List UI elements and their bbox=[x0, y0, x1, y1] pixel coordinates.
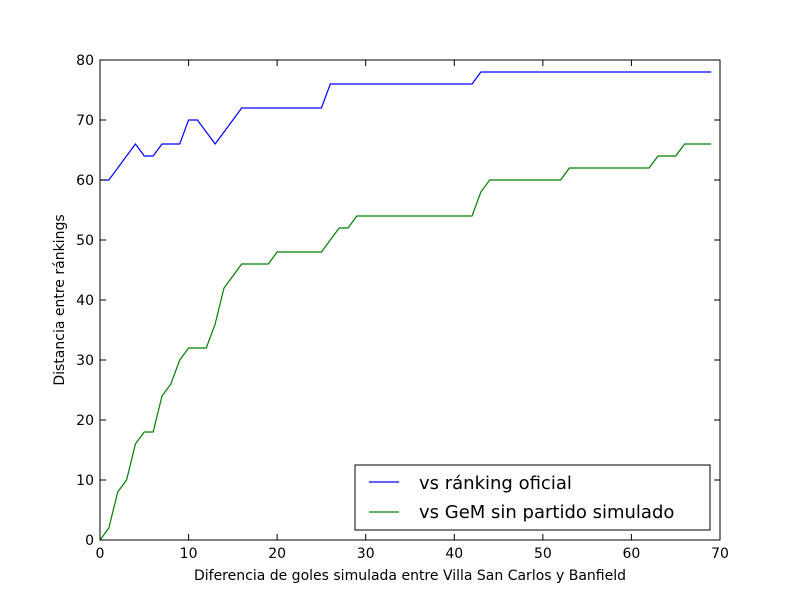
plot-frame bbox=[99, 59, 721, 541]
y-tick-label: 20 bbox=[76, 413, 94, 429]
legend-label-vs-ranking-oficial: vs ránking oficial bbox=[419, 473, 572, 494]
x-tick-label: 20 bbox=[268, 546, 286, 562]
x-tick-label: 10 bbox=[180, 546, 198, 562]
y-axis-label: Distancia entre ránkings bbox=[52, 214, 68, 385]
legend-label-vs-gem: vs GeM sin partido simulado bbox=[419, 502, 674, 523]
y-tick-label: 0 bbox=[85, 533, 94, 549]
y-tick-label: 10 bbox=[76, 473, 94, 489]
y-tick-label: 60 bbox=[76, 173, 94, 189]
y-tick-label: 30 bbox=[76, 353, 94, 369]
legend: vs ránking oficial vs GeM sin partido si… bbox=[354, 464, 711, 531]
x-tick-label: 50 bbox=[534, 546, 552, 562]
series-layer bbox=[99, 71, 712, 541]
y-tick-label: 80 bbox=[76, 53, 94, 69]
y-tick-label: 50 bbox=[76, 233, 94, 249]
plot-area bbox=[100, 60, 720, 540]
x-tick-label: 70 bbox=[711, 546, 729, 562]
series-line-0 bbox=[100, 71, 712, 181]
x-tick-label: 40 bbox=[445, 546, 463, 562]
legend-box bbox=[354, 464, 711, 531]
x-tick-label: 30 bbox=[357, 546, 375, 562]
x-tick-label: 0 bbox=[96, 546, 105, 562]
series-line-1 bbox=[99, 143, 712, 541]
tick-layer: 0 10 20 30 40 50 60 70 0 10 20 30 40 50 60 70 80 bbox=[76, 53, 729, 562]
x-axis-label: Diferencia de goles simulada entre Villa… bbox=[194, 568, 626, 584]
x-tick-label: 60 bbox=[623, 546, 641, 562]
y-tick-label: 40 bbox=[76, 293, 94, 309]
y-tick-label: 70 bbox=[76, 113, 94, 129]
